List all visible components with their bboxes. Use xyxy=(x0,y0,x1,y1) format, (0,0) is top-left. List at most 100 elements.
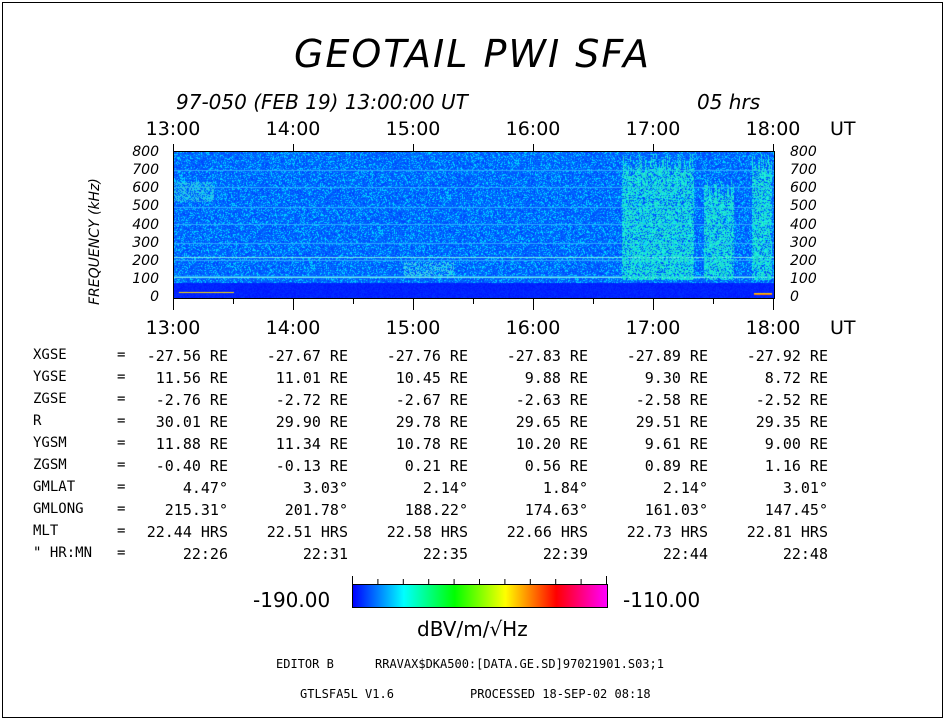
ephemeris-value: 174.63° xyxy=(524,501,588,519)
freq-tick: 600 xyxy=(790,180,817,196)
ephemeris-row-label: YGSM xyxy=(33,435,67,451)
ephemeris-row-label: XGSE xyxy=(33,347,67,363)
figure-title: GEOTAIL PWI SFA xyxy=(293,32,652,76)
ephemeris-value: 11.88 RE xyxy=(155,435,228,453)
ephemeris-value: 22.51 HRS xyxy=(266,523,348,541)
ephemeris-row-label: MLT xyxy=(33,523,59,539)
time-tick: 15:00 xyxy=(385,118,441,140)
ephemeris-value: -2.72 RE xyxy=(275,391,348,409)
ephemeris-value: 215.31° xyxy=(164,501,228,519)
ephemeris-value: -27.83 RE xyxy=(506,347,588,365)
ephemeris-equals: = xyxy=(117,391,126,407)
ephemeris-value: 22:44 xyxy=(662,545,708,563)
freq-tick: 100 xyxy=(790,271,817,287)
colorbar-min-label: -190.00 xyxy=(253,588,331,612)
ephemeris-value: 9.30 RE xyxy=(644,369,708,387)
duration-label: 05 hrs xyxy=(697,90,761,114)
spectrogram-image xyxy=(174,152,774,298)
ephemeris-value: 9.61 RE xyxy=(644,435,708,453)
ephemeris-value: 22.44 HRS xyxy=(146,523,228,541)
freq-tick: 300 xyxy=(132,235,159,251)
ephemeris-value: 201.78° xyxy=(284,501,348,519)
ephemeris-value: -2.76 RE xyxy=(155,391,228,409)
time-tick: 13:00 xyxy=(145,317,201,339)
ephemeris-value: 22:31 xyxy=(302,545,348,563)
time-tick: 18:00 xyxy=(745,118,801,140)
editor-label: EDITOR B xyxy=(276,657,334,671)
freq-tick: 500 xyxy=(790,198,817,214)
freq-tick: 200 xyxy=(790,253,817,269)
freq-tick: 0 xyxy=(790,289,799,305)
ephemeris-row-label: YGSE xyxy=(33,369,67,385)
ephemeris-value: -27.89 RE xyxy=(626,347,708,365)
colorbar-unit: dBV/m/√Hz xyxy=(417,617,528,641)
ephemeris-value: 1.84° xyxy=(542,479,588,497)
ephemeris-value: 22.58 HRS xyxy=(386,523,468,541)
ephemeris-value: 0.89 RE xyxy=(644,457,708,475)
ephemeris-value: 30.01 RE xyxy=(155,413,228,431)
freq-tick: 700 xyxy=(132,162,159,178)
ephemeris-equals: = xyxy=(117,347,126,363)
time-tick: 14:00 xyxy=(265,118,321,140)
colorbar xyxy=(352,584,608,608)
freq-tick: 400 xyxy=(790,217,817,233)
ephemeris-value: 0.56 RE xyxy=(524,457,588,475)
freq-tick: 600 xyxy=(132,180,159,196)
ephemeris-value: -27.76 RE xyxy=(386,347,468,365)
ephemeris-value: -2.58 RE xyxy=(635,391,708,409)
data-path: RRAVAX$DKA500:[DATA.GE.SD]97021901.S03;1 xyxy=(375,657,664,671)
time-tick: 14:00 xyxy=(265,317,321,339)
ephemeris-value: 9.00 RE xyxy=(764,435,828,453)
ephemeris-value: 2.14° xyxy=(422,479,468,497)
ephemeris-row-label: GMLONG xyxy=(33,501,84,517)
time-tick: 16:00 xyxy=(505,118,561,140)
time-tick: 15:00 xyxy=(385,317,441,339)
time-tick: 18:00 xyxy=(745,317,801,339)
ephemeris-equals: = xyxy=(117,479,126,495)
time-unit: UT xyxy=(830,317,856,339)
frequency-axis-title: FREQUENCY (kHz) xyxy=(87,178,103,305)
freq-tick: 400 xyxy=(132,217,159,233)
colorbar-max-label: -110.00 xyxy=(623,588,701,612)
ephemeris-value: 22:35 xyxy=(422,545,468,563)
ephemeris-value: 22.81 HRS xyxy=(746,523,828,541)
ephemeris-value: 22:26 xyxy=(182,545,228,563)
time-tick: 17:00 xyxy=(625,118,681,140)
time-unit: UT xyxy=(830,118,856,140)
freq-tick: 0 xyxy=(150,289,159,305)
ephemeris-value: 22.73 HRS xyxy=(626,523,708,541)
ephemeris-row-label: ZGSE xyxy=(33,391,67,407)
ephemeris-value: -2.67 RE xyxy=(395,391,468,409)
ephemeris-equals: = xyxy=(117,413,126,429)
ephemeris-value: 188.22° xyxy=(404,501,468,519)
freq-tick: 300 xyxy=(790,235,817,251)
ephemeris-value: 10.78 RE xyxy=(395,435,468,453)
ephemeris-value: 29.51 RE xyxy=(635,413,708,431)
ephemeris-value: 1.16 RE xyxy=(764,457,828,475)
ephemeris-value: 29.90 RE xyxy=(275,413,348,431)
freq-tick: 200 xyxy=(132,253,159,269)
ephemeris-value: 147.45° xyxy=(764,501,828,519)
freq-tick: 100 xyxy=(132,271,159,287)
ephemeris-value: 0.21 RE xyxy=(404,457,468,475)
ephemeris-value: 2.14° xyxy=(662,479,708,497)
ephemeris-row-label: " HR:MN xyxy=(33,545,93,561)
program-version: GTLSFA5L V1.6 xyxy=(300,687,394,701)
ephemeris-value: 22.66 HRS xyxy=(506,523,588,541)
colorbar-ticks xyxy=(352,576,607,585)
ephemeris-equals: = xyxy=(117,435,126,451)
ephemeris-equals: = xyxy=(117,501,126,517)
date-label: 97-050 (FEB 19) 13:00:00 UT xyxy=(176,90,468,114)
ephemeris-equals: = xyxy=(117,369,126,385)
time-tick: 17:00 xyxy=(625,317,681,339)
ephemeris-value: 11.34 RE xyxy=(275,435,348,453)
freq-tick: 500 xyxy=(132,198,159,214)
spectrogram-ticks xyxy=(173,144,774,310)
time-tick: 16:00 xyxy=(505,317,561,339)
ephemeris-value: 10.20 RE xyxy=(515,435,588,453)
ephemeris-value: 4.47° xyxy=(182,479,228,497)
ephemeris-row-label: R xyxy=(33,413,42,429)
ephemeris-value: -0.13 RE xyxy=(275,457,348,475)
ephemeris-row-label: ZGSM xyxy=(33,457,67,473)
ephemeris-value: -0.40 RE xyxy=(155,457,228,475)
